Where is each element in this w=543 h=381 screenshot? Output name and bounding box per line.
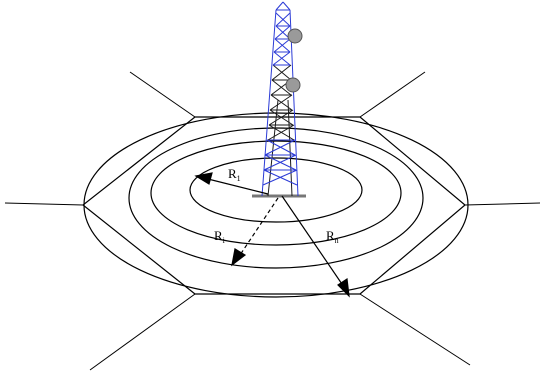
antenna-dish-upper — [287, 28, 303, 44]
radius-arrows — [194, 172, 350, 298]
coverage-rings — [83, 112, 469, 298]
radius-arrow-ri-line — [237, 197, 279, 259]
radial-line-upper-left — [129, 71, 196, 118]
radial-line-lower-right — [359, 293, 471, 366]
coverage-ring-2 — [150, 140, 402, 246]
antenna-tower — [252, 1, 306, 198]
coverage-ring-inner — [189, 157, 363, 223]
radial-lines — [4, 71, 541, 371]
label-rn: Rn — [326, 228, 339, 245]
radius-arrow-rn-head — [337, 277, 350, 298]
antenna-dish-lower — [285, 77, 301, 93]
radius-arrow-rn-line — [281, 195, 347, 291]
radial-line-left — [4, 202, 84, 206]
radius-arrow-r1-line — [203, 177, 269, 195]
coverage-ring-middle — [128, 127, 424, 269]
label-r1: R1 — [228, 166, 241, 183]
hexagon-cell-boundary — [82, 116, 466, 295]
radius-arrow-ri-head — [231, 248, 247, 267]
label-ri: Ri — [214, 228, 226, 245]
radial-line-upper-right — [359, 71, 426, 118]
radius-arrow-r1-head — [194, 172, 213, 185]
radial-line-lower-left — [89, 293, 196, 371]
coverage-ring-outer — [83, 112, 469, 298]
radial-line-right — [464, 202, 541, 206]
